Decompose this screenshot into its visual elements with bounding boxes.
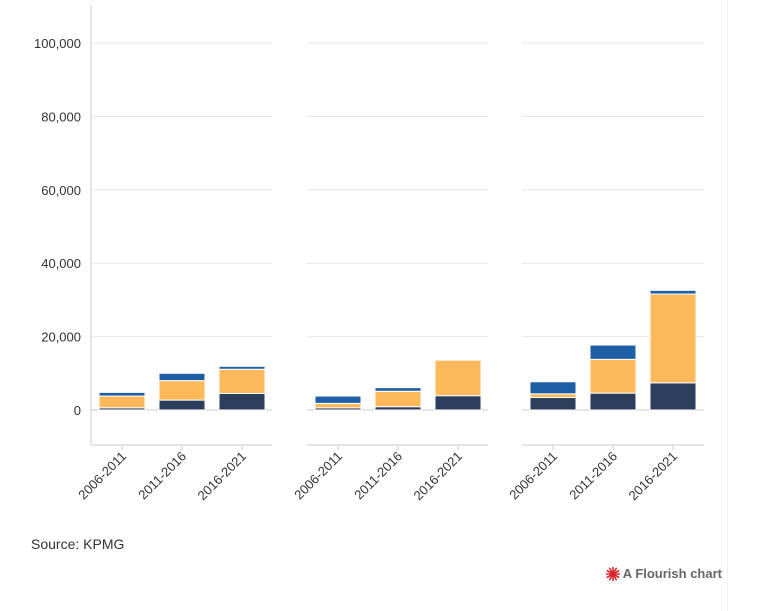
bar-segment bbox=[218, 368, 266, 394]
bar-segment bbox=[158, 399, 206, 411]
source-note: Source: KPMG bbox=[31, 536, 125, 552]
bar-segment bbox=[434, 358, 482, 361]
x-tick-label: 2016-2021 bbox=[195, 449, 250, 504]
flourish-credit-label: A Flourish chart bbox=[622, 566, 722, 581]
bar-segment bbox=[649, 289, 697, 295]
flourish-logo-icon bbox=[605, 566, 620, 581]
bar-segment bbox=[374, 387, 422, 392]
y-tick-label: 100,000 bbox=[34, 36, 81, 51]
bar-segment bbox=[98, 395, 146, 409]
bar-segment bbox=[529, 381, 577, 395]
x-tick-label: 2011-2016 bbox=[566, 449, 620, 503]
x-tick-label: 2016-2021 bbox=[411, 449, 466, 504]
bar-segment bbox=[529, 397, 577, 411]
bar-segment bbox=[314, 395, 362, 404]
bar-segment bbox=[589, 392, 637, 411]
y-tick-label: 80,000 bbox=[41, 109, 81, 124]
bar-segment bbox=[314, 402, 362, 409]
bar-segment bbox=[158, 380, 206, 401]
bar-segment bbox=[649, 293, 697, 384]
x-tick-label: 2011-2016 bbox=[135, 449, 189, 503]
bar-segment bbox=[218, 365, 266, 370]
bar-segment bbox=[434, 359, 482, 397]
bar-segment bbox=[218, 392, 266, 411]
y-tick-label: 40,000 bbox=[41, 256, 81, 271]
stacked-bar-chart: 0 20,000 40,000 60,000 80,000 100,000 2006-201… bbox=[34, 5, 704, 504]
flourish-credit-link[interactable]: A Flourish chart bbox=[605, 566, 722, 581]
y-tick-label: 0 bbox=[74, 403, 81, 418]
x-tick-label: 2011-2016 bbox=[351, 449, 405, 503]
bar-segment bbox=[589, 358, 637, 394]
bar-segment bbox=[434, 395, 482, 411]
bar-segment bbox=[529, 393, 577, 399]
bar-segment bbox=[589, 344, 637, 360]
bar-segment bbox=[98, 391, 146, 397]
x-tick-label: 2006-2011 bbox=[75, 449, 129, 503]
bar-segment bbox=[649, 382, 697, 411]
x-tick-label: 2016-2021 bbox=[626, 449, 681, 504]
x-tick-label: 2006-2011 bbox=[506, 449, 560, 503]
bar-segment bbox=[374, 390, 422, 408]
frame-edge bbox=[727, 0, 728, 611]
y-tick-label: 60,000 bbox=[41, 183, 81, 198]
bar-segment bbox=[158, 372, 206, 382]
y-tick-label: 20,000 bbox=[41, 330, 81, 345]
x-tick-label: 2006-2011 bbox=[291, 449, 345, 503]
